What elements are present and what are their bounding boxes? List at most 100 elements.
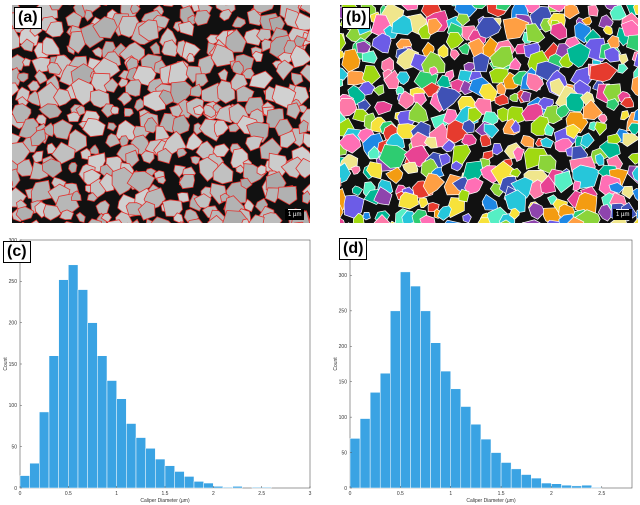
grain [173,212,184,223]
grain [227,122,241,133]
histogram-bar [232,486,243,489]
grain [525,23,546,43]
grain [240,177,253,190]
grain [210,43,236,68]
grain [445,31,465,50]
grain [403,144,430,168]
grain [286,102,301,120]
grain [243,198,255,213]
grain [510,119,521,134]
grain [589,62,618,83]
grain [302,132,310,148]
grain [495,5,512,12]
grain [119,135,130,147]
grain [621,185,634,200]
grain [103,77,119,93]
grain [42,204,62,221]
grain [161,39,180,57]
histogram-bar [520,474,532,489]
grain [173,164,186,179]
grain [179,221,186,223]
histogram-bar [68,264,79,489]
grain [155,175,167,185]
grain [581,16,593,26]
grain [461,119,475,134]
grain [372,84,385,96]
x-tick-label: 2.5 [598,491,605,497]
grain [176,147,188,159]
x-tick-label: 2 [212,491,215,497]
grain [41,36,61,56]
grain [294,11,310,32]
x-tick-label: 1 [449,491,452,497]
grain [138,19,159,42]
grain [444,219,462,223]
grain [68,162,78,174]
grain [12,103,32,124]
histogram-bar [203,482,214,489]
y-tick-label: 250 [339,309,348,315]
grain [427,17,443,36]
grain [602,25,613,36]
grain [87,218,103,223]
grain [150,216,172,223]
grain [418,197,429,209]
grain [606,98,620,112]
grain [341,48,361,73]
grain [550,22,568,41]
grain [12,27,20,50]
grain [126,170,156,195]
grain [245,135,265,152]
grain [51,141,76,165]
grain [565,123,581,140]
grain [59,209,75,221]
grain [633,217,638,223]
histogram-bar [591,487,603,489]
grain [508,207,520,220]
grain [17,72,29,83]
grain [290,72,304,87]
y-tick-label: 100 [339,415,348,421]
grain [212,143,230,158]
grain [587,5,599,17]
grain [340,177,342,187]
grain [243,28,261,46]
y-tick-label: 300 [339,273,348,279]
grain [294,221,304,223]
histogram-bar [39,411,50,489]
grain [107,219,123,223]
grain [277,185,298,206]
grain [12,141,31,167]
histogram-bar [379,372,391,489]
histogram-bar [460,406,472,489]
grain [564,5,580,20]
grain [178,20,195,37]
x-tick-label: 1.5 [498,491,505,497]
grain [157,147,173,164]
grain [619,97,635,109]
grain [374,101,393,116]
grain [251,50,264,63]
y-tick-label: 100 [9,403,18,409]
grain [449,49,460,61]
histogram-bar [551,483,562,489]
grain [295,157,310,179]
grain [169,104,183,118]
grain [106,122,118,132]
grain [21,221,25,223]
grain [526,72,545,92]
grain [371,32,392,54]
grain [82,117,106,138]
grain [248,70,274,89]
grain [19,38,35,53]
grain [436,85,462,112]
grain [143,117,158,134]
grain [125,202,142,216]
histogram-bar [261,486,272,489]
y-tick-label: 300 [9,238,18,244]
grain [632,188,638,202]
histogram-bar [116,398,127,489]
grain [462,160,484,185]
grain [436,205,452,221]
y-tick-label: 50 [11,444,17,450]
